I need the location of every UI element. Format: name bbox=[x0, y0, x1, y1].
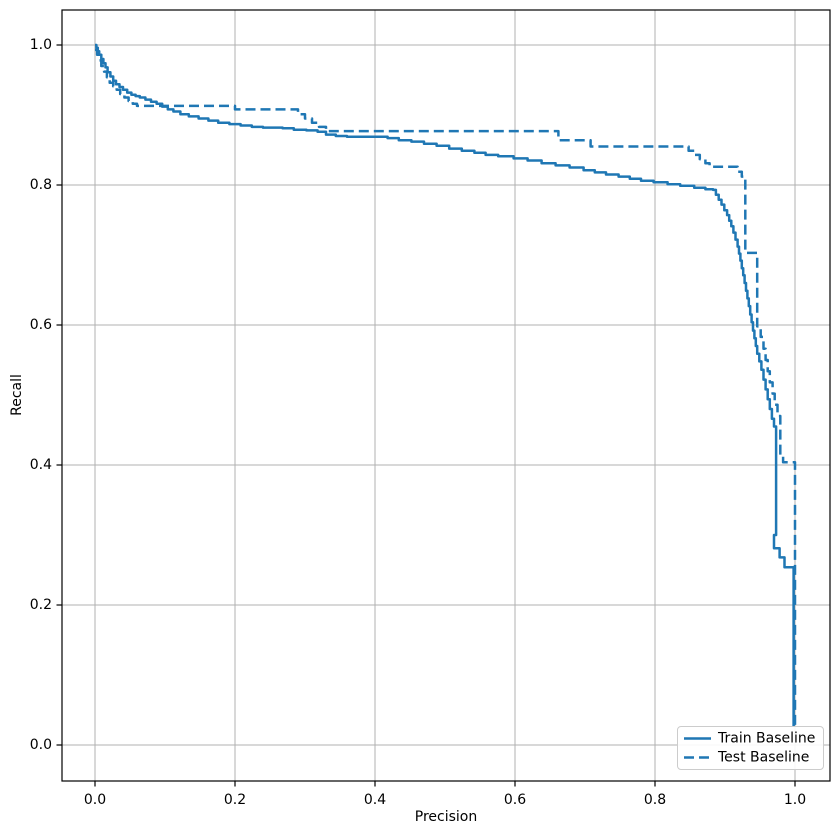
x-axis-label: Precision bbox=[415, 809, 477, 825]
x-tick-label: 0.0 bbox=[84, 792, 106, 808]
legend-train-label: Train Baseline bbox=[717, 731, 815, 747]
legend: Train Baseline Test Baseline bbox=[677, 726, 824, 770]
tick-labels: 0.0 0.2 0.4 0.6 0.8 1.0 0.0 0.2 0.4 0.6 0.8 1.0 bbox=[30, 37, 806, 808]
gridlines bbox=[62, 10, 830, 781]
legend-box bbox=[677, 726, 824, 770]
y-tick-label: 0.6 bbox=[30, 317, 52, 333]
x-tick-label: 1.0 bbox=[784, 792, 806, 808]
test-baseline-line bbox=[95, 48, 797, 727]
x-tick-label: 0.2 bbox=[224, 792, 246, 808]
y-axis-label: Recall bbox=[9, 374, 25, 416]
y-tick-label: 1.0 bbox=[30, 37, 52, 53]
y-tick-label: 0.4 bbox=[30, 457, 52, 473]
curves bbox=[95, 43, 797, 727]
x-tick-label: 0.6 bbox=[504, 792, 526, 808]
tick-marks bbox=[56, 44, 796, 787]
legend-test-label: Test Baseline bbox=[717, 750, 809, 766]
x-tick-label: 0.4 bbox=[364, 792, 386, 808]
train-baseline-line bbox=[95, 43, 795, 727]
y-tick-label: 0.2 bbox=[30, 597, 52, 613]
plot-border bbox=[61, 9, 831, 782]
y-tick-label: 0.0 bbox=[30, 737, 52, 753]
x-tick-label: 0.8 bbox=[644, 792, 666, 808]
y-tick-label: 0.8 bbox=[30, 177, 52, 193]
